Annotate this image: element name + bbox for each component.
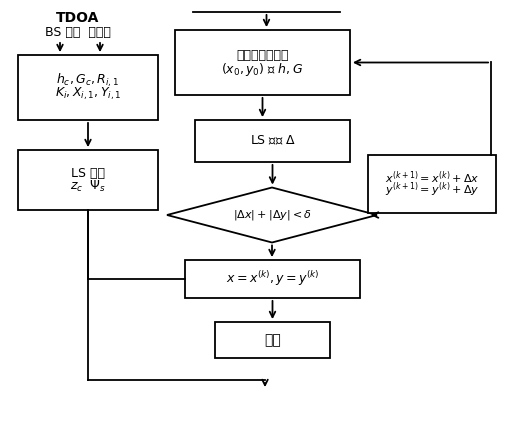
Bar — [215, 322, 329, 358]
Text: 移动台初始坐标: 移动台初始坐标 — [236, 49, 288, 62]
Text: $|\Delta x|+|\Delta y| < \delta$: $|\Delta x|+|\Delta y| < \delta$ — [232, 208, 311, 222]
Bar — [185, 260, 359, 298]
Bar — [194, 120, 349, 162]
Bar — [175, 30, 349, 95]
Text: $h_c,G_c,R_{i,1}$: $h_c,G_c,R_{i,1}$ — [56, 72, 119, 89]
Text: $K_i,X_{i,1},Y_{i,1}$: $K_i,X_{i,1},Y_{i,1}$ — [54, 86, 121, 102]
Text: TDOA: TDOA — [56, 11, 99, 25]
Text: LS 估计 $\Delta$: LS 估计 $\Delta$ — [249, 135, 295, 148]
Text: $x^{(k+1)}=x^{(k)}+\Delta x$: $x^{(k+1)}=x^{(k)}+\Delta x$ — [384, 170, 478, 186]
Text: $z_c$  $\Psi_s$: $z_c$ $\Psi_s$ — [70, 179, 106, 194]
Text: $(x_0,y_0)$ 和 $h,G$: $(x_0,y_0)$ 和 $h,G$ — [221, 61, 303, 78]
Text: BS 分布  测量值: BS 分布 测量值 — [45, 25, 111, 38]
Polygon shape — [166, 187, 376, 242]
Text: $y^{(k+1)}=y^{(k)}+\Delta y$: $y^{(k+1)}=y^{(k)}+\Delta y$ — [384, 181, 478, 199]
Text: 结束: 结束 — [264, 333, 280, 347]
Bar — [367, 155, 495, 213]
Bar — [18, 150, 158, 210]
Text: LS 估计: LS 估计 — [71, 167, 105, 180]
Bar — [18, 55, 158, 120]
Text: $x=x^{(k)},y=y^{(k)}$: $x=x^{(k)},y=y^{(k)}$ — [225, 269, 319, 288]
